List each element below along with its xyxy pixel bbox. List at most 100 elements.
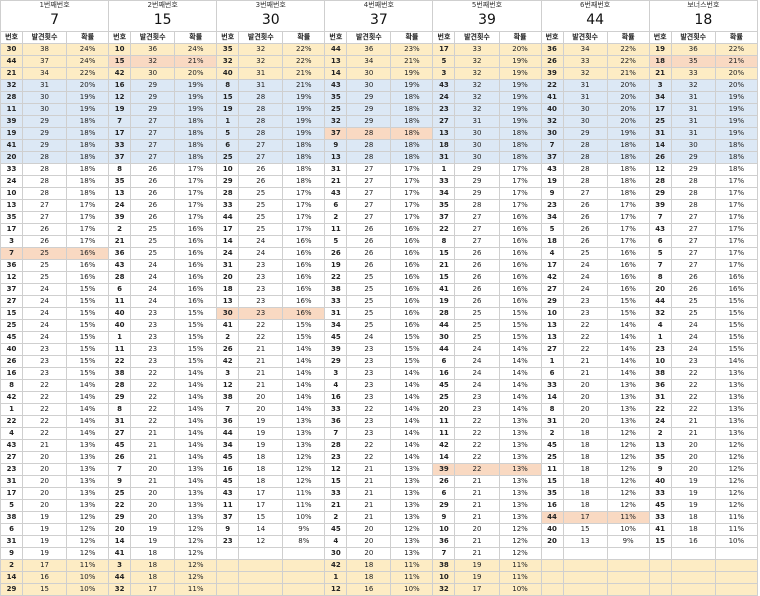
cell-count: 28 xyxy=(670,175,716,188)
cell-probability: 15% xyxy=(714,319,759,332)
cell-probability: 17% xyxy=(66,211,110,224)
cell-count: 28 xyxy=(562,163,608,176)
cell-number: 18 xyxy=(648,55,672,68)
cell-probability: 20% xyxy=(606,91,650,104)
cell-probability: 12% xyxy=(174,571,218,584)
cell-number: 32 xyxy=(0,79,24,92)
cell-count: 23 xyxy=(562,307,608,320)
cell-count: 23 xyxy=(346,391,392,404)
table-row: 8 22 14% 28 22 14% 12 21 14% 4 23 14% 45 24 14% 33 20 13%… xyxy=(0,379,759,392)
cell-probability: 21% xyxy=(606,67,650,80)
cell-count: 20 xyxy=(238,391,284,404)
cell-probability: 12% xyxy=(714,475,759,488)
table-row: 42 22 14% 29 22 14% 38 20 14% 16 23 14% 25 23 14% 14 20 1… xyxy=(0,391,759,404)
cell-probability: 14% xyxy=(498,343,542,356)
cell-probability: 19% xyxy=(498,55,542,68)
cell-number: 27 xyxy=(432,115,456,128)
header-count: 발견횟수 xyxy=(562,31,608,44)
cell-probability: 10% xyxy=(282,511,326,524)
cell-probability: 11% xyxy=(282,499,326,512)
cell-number: 45 xyxy=(216,475,240,488)
cell-count: 18 xyxy=(238,475,284,488)
cell-number: 16 xyxy=(0,367,24,380)
cell-count: 21 xyxy=(238,367,284,380)
cell-count: 20 xyxy=(130,511,176,524)
cell-probability: 13% xyxy=(174,499,218,512)
cell-count: 23 xyxy=(346,355,392,368)
cell-count: 22 xyxy=(562,319,608,332)
cell-count: 18 xyxy=(346,559,392,572)
cell-count: 27 xyxy=(670,259,716,272)
cell-probability: 18% xyxy=(498,151,542,164)
cell-probability: 19% xyxy=(390,79,434,92)
cell-probability: 12% xyxy=(714,451,759,464)
cell-number: 25 xyxy=(108,487,132,500)
cell-number: 26 xyxy=(108,451,132,464)
cell-probability: 14% xyxy=(174,367,218,380)
cell-number: 1 xyxy=(0,403,24,416)
cell-number: 31 xyxy=(0,475,24,488)
table-row: 31 20 13% 9 21 14% 45 18 12% 15 21 13% 26 21 13% 15 18 12… xyxy=(0,475,759,488)
cell-number: 11 xyxy=(108,343,132,356)
table-row: 36 25 16% 43 24 16% 31 23 16% 19 26 16% 21 26 16% 17 24 1… xyxy=(0,259,759,272)
cell-number: 25 xyxy=(432,391,456,404)
cell-number: 35 xyxy=(324,91,348,104)
cell-probability: 14% xyxy=(282,379,326,392)
cell-number: 23 xyxy=(432,103,456,116)
cell-probability: 15% xyxy=(66,307,110,320)
cell-count: 28 xyxy=(238,115,284,128)
cell-number: 10 xyxy=(0,187,24,200)
cell-probability: 21% xyxy=(714,55,759,68)
cell-count: 27 xyxy=(346,187,392,200)
cell-count: 25 xyxy=(238,187,284,200)
cell-number: 22 xyxy=(324,271,348,284)
cell-count: 22 xyxy=(346,451,392,464)
cell-count: 21 xyxy=(346,475,392,488)
cell-probability: 14% xyxy=(606,331,650,344)
cell-number: 26 xyxy=(648,151,672,164)
cell-number: 13 xyxy=(540,331,564,344)
cell-count: 36 xyxy=(346,43,392,56)
header-number: 번호 xyxy=(108,31,132,44)
cell-probability: 14% xyxy=(390,427,434,440)
cell-number: 17 xyxy=(216,223,240,236)
cell-count: 17 xyxy=(238,499,284,512)
cell-number: 32 xyxy=(432,583,456,596)
cell-probability: 15% xyxy=(174,343,218,356)
cell-probability: 14% xyxy=(390,415,434,428)
cell-number: 42 xyxy=(324,559,348,572)
cell-number: 7 xyxy=(648,259,672,272)
cell-number: 30 xyxy=(540,127,564,140)
cell-number: 11 xyxy=(432,415,456,428)
table-row: 15 24 15% 40 23 15% 30 23 16% 31 25 16% 28 25 15% 10 23 1… xyxy=(0,307,759,320)
cell-count: 20 xyxy=(22,451,68,464)
cell-probability: 18% xyxy=(714,163,759,176)
cell-count: 19 xyxy=(238,415,284,428)
cell-count: 29 xyxy=(346,91,392,104)
cell-probability: 10% xyxy=(498,583,542,596)
table-row: 3 26 17% 21 25 16% 14 24 16% 5 26 16% 8 27 16% 18 26 17% 6… xyxy=(0,235,759,248)
cell-number: 12 xyxy=(324,583,348,596)
cell-number: 32 xyxy=(108,583,132,596)
cell-number: 37 xyxy=(540,151,564,164)
cell-count: 25 xyxy=(670,307,716,320)
cell-count: 22 xyxy=(454,439,500,452)
cell-count: 22 xyxy=(670,379,716,392)
cell-probability: 13% xyxy=(498,463,542,476)
cell-probability: 16% xyxy=(606,271,650,284)
cell-count: 27 xyxy=(454,211,500,224)
cell-count: 17 xyxy=(22,559,68,572)
cell-empty xyxy=(282,571,326,584)
cell-count: 32 xyxy=(670,79,716,92)
cell-probability: 18% xyxy=(606,139,650,152)
cell-number: 20 xyxy=(648,283,672,296)
cell-count: 18 xyxy=(562,439,608,452)
cell-probability: 14% xyxy=(66,415,110,428)
cell-probability: 18% xyxy=(714,139,759,152)
cell-number: 6 xyxy=(216,139,240,152)
cell-probability: 16% xyxy=(174,283,218,296)
cell-count: 27 xyxy=(130,115,176,128)
cell-number: 4 xyxy=(0,427,24,440)
cell-number: 22 xyxy=(108,499,132,512)
group-title: 1번째번호 xyxy=(0,0,110,10)
